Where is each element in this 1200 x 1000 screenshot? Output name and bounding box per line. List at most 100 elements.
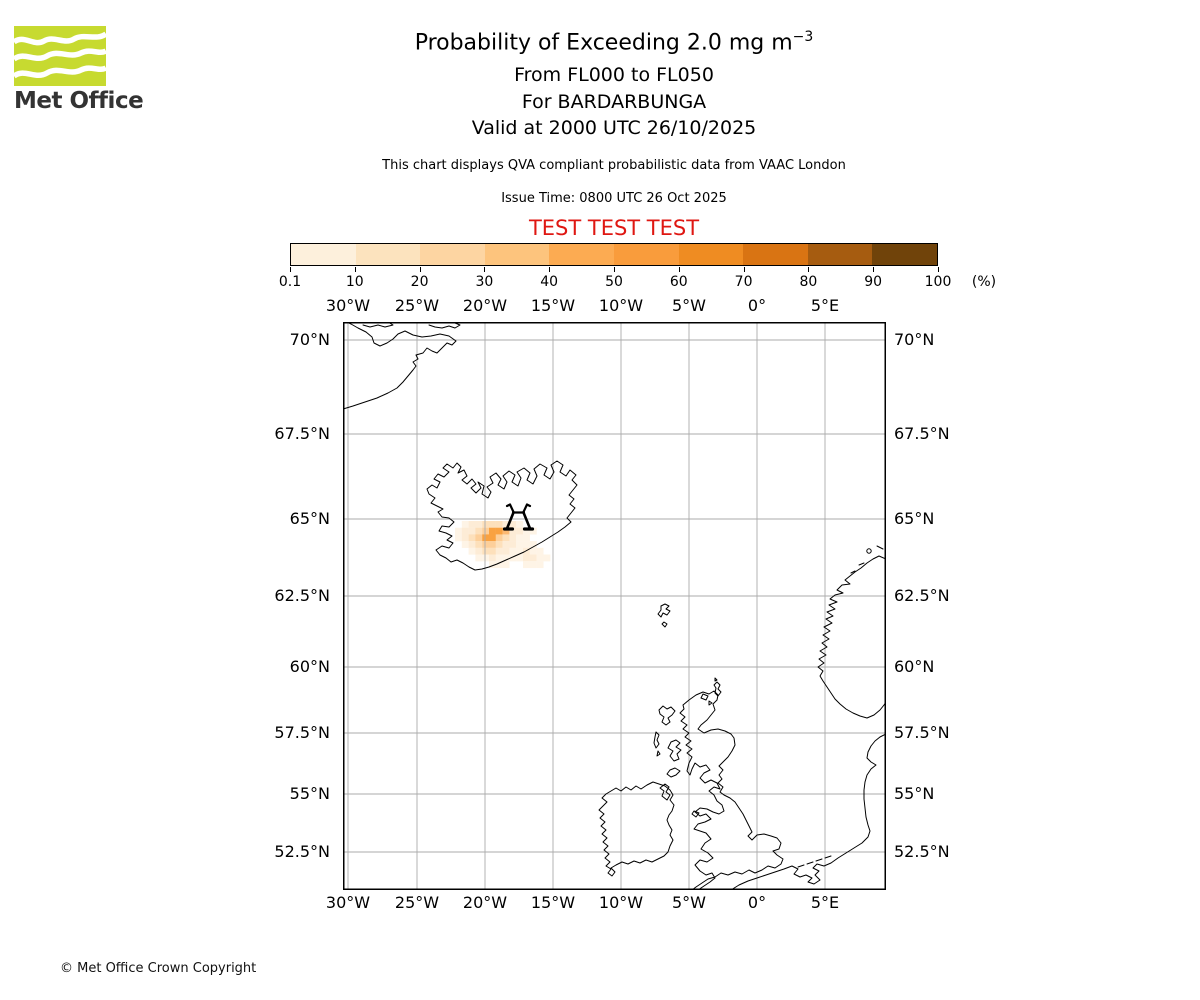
ash-probability-cell (461, 541, 469, 548)
lat-label-right: 65°N (894, 509, 935, 528)
ash-probability-cell (468, 534, 476, 542)
ash-probability-cell (489, 561, 496, 569)
lon-label-top: 0° (747, 296, 767, 315)
ash-probability-cell (482, 547, 490, 555)
subtitle-valid-time: Valid at 2000 UTC 26/10/2025 (471, 117, 757, 139)
ash-probability-cell (482, 534, 490, 542)
coastline-isle-of-man (691, 810, 700, 818)
ash-probability-cell (529, 541, 537, 548)
ash-probability-cell (475, 554, 483, 562)
ash-probability-cell (502, 521, 510, 528)
ash-probability-cell (529, 561, 537, 569)
lat-label-right: 52.5°N (894, 842, 950, 861)
ash-probability-cell (482, 527, 490, 535)
ash-probability-cell (516, 527, 524, 535)
coastline-shetland (713, 677, 722, 697)
colorbar-segment (420, 244, 485, 265)
ash-probability-cell (489, 521, 496, 528)
map-gridlines (343, 322, 886, 890)
lon-label-bottom: 0° (747, 893, 767, 912)
ash-probability-cell (536, 554, 544, 562)
colorbar-segment (678, 244, 744, 265)
ash-probability-cell (482, 521, 490, 528)
coastline-norway-islet (866, 548, 872, 554)
lat-label-right: 70°N (894, 330, 935, 349)
ash-probability-cell (509, 541, 517, 548)
colorbar-segments (290, 243, 938, 266)
ash-probability-cell (461, 527, 469, 535)
colorbar-tick (354, 267, 356, 272)
colorbar-segment (484, 244, 550, 265)
ash-probability-cell (475, 547, 483, 555)
ash-probability-cell (475, 521, 483, 528)
ash-probability-cell (468, 547, 476, 555)
ash-probability-cell (516, 554, 524, 562)
coastline-faroe-islands (657, 603, 671, 628)
ash-probability-cell (495, 561, 503, 569)
colorbar-tick-label: 10 (345, 274, 364, 290)
colorbar: 0.1 10 20 30 40 50 60 70 80 90 100 (%) (279, 243, 996, 290)
lat-label-right: 67.5°N (894, 424, 950, 443)
ash-probability-cell (509, 521, 517, 528)
ash-probability-cell (536, 547, 544, 555)
ash-probability-cell (475, 527, 483, 535)
colorbar-tick-label: 100 (924, 274, 952, 290)
copyright-text: © Met Office Crown Copyright (60, 961, 257, 976)
colorbar-segment (355, 244, 421, 265)
colorbar-tick-label: 30 (475, 274, 494, 290)
coastline-orkney (700, 693, 713, 706)
colorbar-tick-label: 70 (734, 274, 753, 290)
colorbar-tick (938, 267, 939, 272)
subtitle-flight-levels: From FL000 to FL050 (514, 64, 714, 86)
ash-probability-cell (502, 527, 510, 535)
lon-label-top: 20°W (462, 296, 508, 315)
ash-probability-cell (468, 541, 476, 548)
coastline-norway-islets (850, 545, 884, 574)
ash-probability-cell (461, 521, 469, 528)
ash-probability-cell (523, 547, 530, 555)
map-panel (342, 321, 887, 891)
ash-probability-cell (495, 554, 503, 562)
ash-probability-cell (536, 561, 544, 569)
ash-probability-cell (489, 547, 496, 555)
ash-probability-cell (495, 547, 503, 555)
ash-probability-cell (509, 534, 517, 542)
colorbar-segment (743, 244, 808, 265)
ash-probability-cell (523, 541, 530, 548)
lon-label-bottom: 5°W (672, 893, 706, 912)
issue-time: Issue Time: 0800 UTC 26 Oct 2025 (501, 191, 727, 206)
ash-probability-cell (495, 534, 503, 542)
ash-probability-cell (516, 521, 524, 528)
lon-label-top: 5°W (672, 296, 706, 315)
ash-probability-cell (489, 527, 496, 535)
colorbar-ticks: 0.1 10 20 30 40 50 60 70 80 90 100 (279, 266, 951, 306)
ash-probability-cell (455, 534, 462, 542)
colorbar-segment (807, 244, 873, 265)
lat-label-left: 55°N (289, 784, 330, 803)
ash-probability-cell (523, 561, 530, 569)
colorbar-tick (873, 267, 875, 272)
ash-probability-cell (502, 547, 510, 555)
ash-probability-cell (482, 554, 490, 562)
coastline-great-britain (679, 690, 784, 891)
ash-probability-cell (475, 541, 483, 548)
ash-probability-cell (529, 547, 537, 555)
coastline-greenland (342, 321, 457, 410)
colorbar-unit-label: (%) (971, 274, 997, 290)
lon-label-bottom: 25°W (394, 893, 440, 912)
ash-probability-cell (495, 541, 503, 548)
colorbar-tick (549, 267, 551, 272)
ash-probability-cell (495, 521, 503, 528)
lon-label-top: 25°W (394, 296, 440, 315)
colorbar-tick-label: 40 (540, 274, 559, 290)
ash-probability-cell (523, 554, 530, 562)
lat-label-left: 65°N (289, 509, 330, 528)
lon-label-bottom: 20°W (462, 893, 508, 912)
lon-label-top: 30°W (325, 296, 371, 315)
coastline-ireland (598, 781, 675, 877)
colorbar-tick (808, 267, 810, 272)
ash-probability-cell (523, 527, 530, 535)
colorbar-segment (613, 244, 679, 265)
colorbar-tick-label: 80 (799, 274, 818, 290)
